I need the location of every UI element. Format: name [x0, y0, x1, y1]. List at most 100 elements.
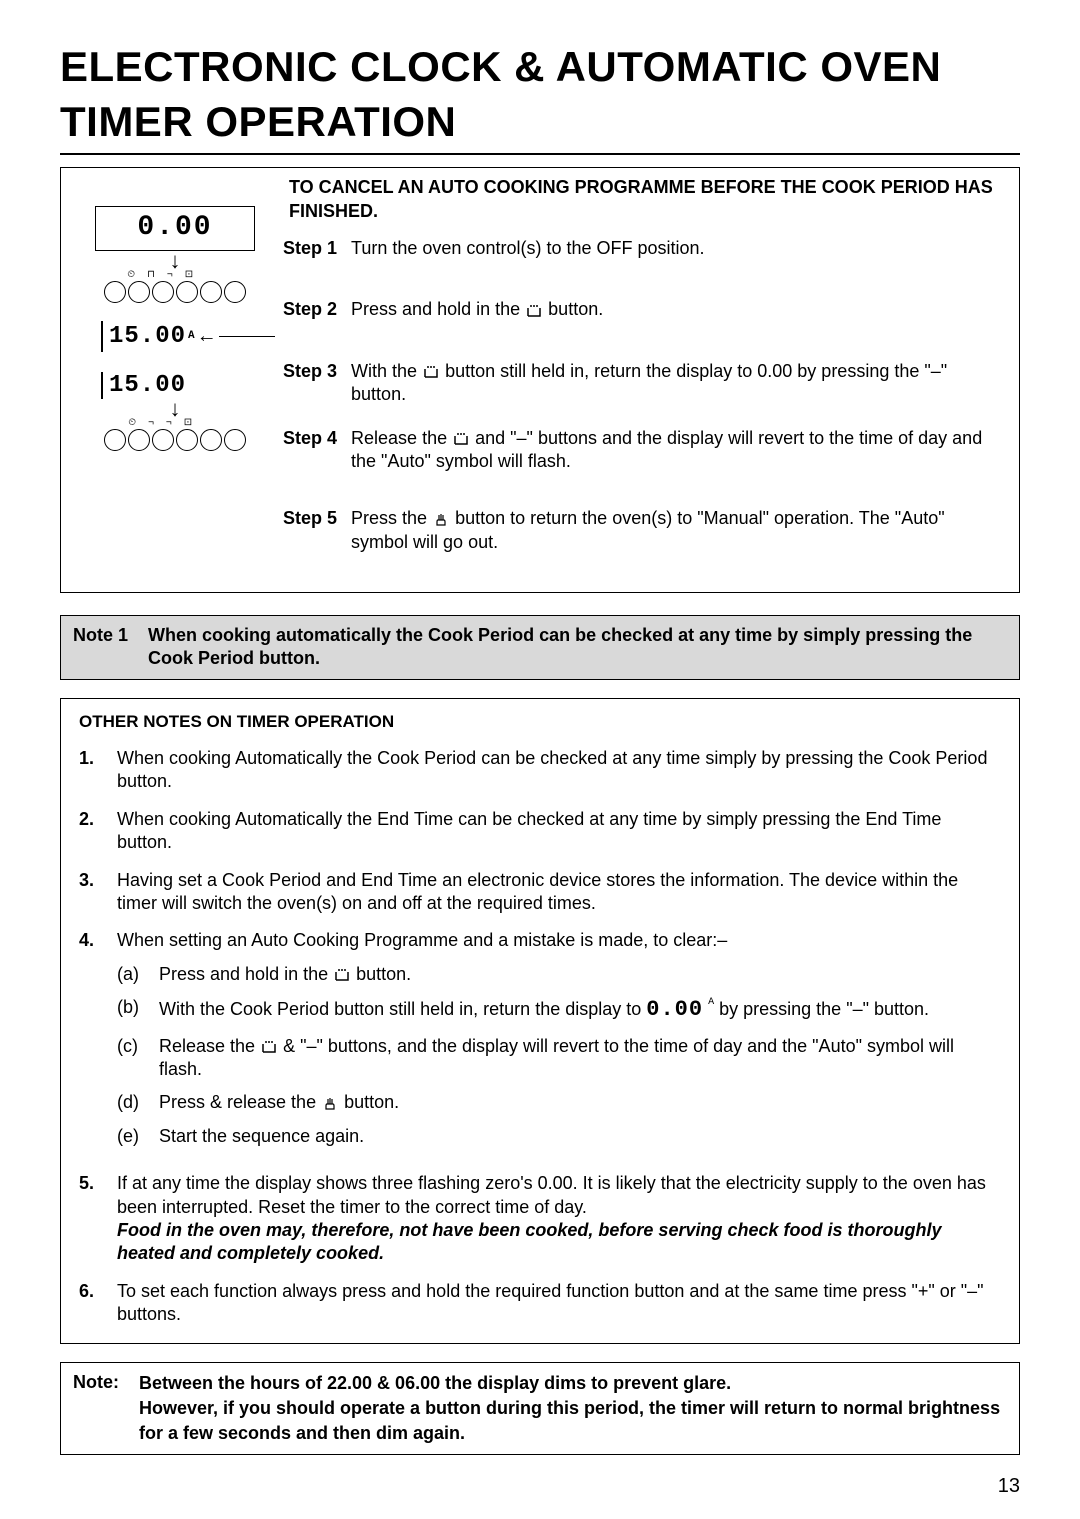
sub-item-b: (b) With the Cook Period button still he…: [117, 996, 1001, 1025]
step-text-before: Release the: [351, 428, 452, 448]
list-text: When setting an Auto Cooking Programme a…: [117, 930, 727, 950]
cook-period-icon: [422, 365, 440, 379]
list-text: To set each function always press and ho…: [117, 1280, 1001, 1327]
step-label: Step 3: [283, 360, 337, 407]
list-number: 2.: [79, 808, 99, 855]
sub-item-a: (a) Press and hold in the button.: [117, 963, 1001, 986]
page-number: 13: [60, 1473, 1020, 1499]
note-label: Note 1: [73, 624, 128, 671]
section-header: TO CANCEL AN AUTO COOKING PROGRAMME BEFO…: [289, 176, 1005, 223]
other-notes-panel: OTHER NOTES ON TIMER OPERATION 1. When c…: [60, 698, 1020, 1344]
step-text-before: With the: [351, 361, 422, 381]
cook-period-icon: [525, 304, 543, 318]
display-group-3: 15.00 ↓ ⏲¬¬⊡: [75, 370, 275, 451]
note-item-5: 5. If at any time the display shows thre…: [79, 1172, 1001, 1266]
arrow-left-icon: ←: [197, 323, 217, 349]
timer-button-icon: [104, 281, 126, 303]
end-time-button-icon: [152, 429, 174, 451]
display-digits-2: 15.00: [101, 321, 186, 352]
step-text-before: Press and hold in the: [351, 299, 525, 319]
step-label: Step 2: [283, 298, 337, 321]
cook-period-icon: [260, 1040, 278, 1054]
sub-item-e: (e) Start the sequence again.: [117, 1125, 1001, 1148]
arrow-down-icon: ↓: [75, 403, 275, 414]
step-5: Step 5 Press the button to return the ov…: [283, 507, 1005, 554]
arrow-down-icon: ↓: [75, 255, 275, 266]
sub-number: (e): [117, 1125, 145, 1148]
note-label: Note:: [73, 1371, 119, 1447]
note-item-4: 4. When setting an Auto Cooking Programm…: [79, 929, 1001, 1158]
page-title: ELECTRONIC CLOCK & AUTOMATIC OVEN TIMER …: [60, 40, 1020, 155]
sub-text: Start the sequence again.: [159, 1125, 364, 1148]
sub-number: (d): [117, 1091, 145, 1114]
list-text: When cooking Automatically the Cook Peri…: [117, 747, 1001, 794]
list-text: Having set a Cook Period and End Time an…: [117, 869, 1001, 916]
step-label: Step 4: [283, 427, 337, 474]
step-label: Step 1: [283, 237, 337, 260]
list-number: 4.: [79, 929, 99, 1158]
sub-text: Press and hold in the button.: [159, 963, 411, 986]
sub-number: (c): [117, 1035, 145, 1082]
list-number: 5.: [79, 1172, 99, 1266]
sub-item-d: (d) Press & release the button.: [117, 1091, 1001, 1114]
note-item-1: 1. When cooking Automatically the Cook P…: [79, 747, 1001, 794]
step-text-after: button still held in, return the display…: [351, 361, 947, 404]
steps-column: TO CANCEL AN AUTO COOKING PROGRAMME BEFO…: [283, 176, 1005, 572]
other-notes-header: OTHER NOTES ON TIMER OPERATION: [79, 711, 1001, 733]
button-row-1: [75, 281, 275, 303]
step-text-before: Press the: [351, 508, 432, 528]
other-notes-list: 1. When cooking Automatically the Cook P…: [79, 747, 1001, 1327]
note-text: Between the hours of 22.00 & 06.00 the d…: [139, 1371, 1007, 1447]
manual-button-icon: [176, 281, 198, 303]
display-digits-1: 0.00: [137, 212, 212, 243]
list-text: When cooking Automatically the End Time …: [117, 808, 1001, 855]
step-text-after: button.: [548, 299, 603, 319]
note-text: When cooking automatically the Cook Peri…: [148, 624, 1007, 671]
step-text: Release the and "–" buttons and the disp…: [351, 427, 1005, 474]
cook-period-button-icon: [128, 429, 150, 451]
manual-icon: [321, 1097, 339, 1111]
note-item-3: 3. Having set a Cook Period and End Time…: [79, 869, 1001, 916]
display-digits-3: 15.00: [101, 372, 186, 399]
list-number: 1.: [79, 747, 99, 794]
end-time-button-icon: [152, 281, 174, 303]
note-item-2: 2. When cooking Automatically the End Ti…: [79, 808, 1001, 855]
step-3: Step 3 With the button still held in, re…: [283, 360, 1005, 407]
list-number: 6.: [79, 1280, 99, 1327]
list-text-italic: Food in the oven may, therefore, not hav…: [117, 1220, 941, 1263]
minus-button-icon: [200, 281, 222, 303]
note-1-box: Note 1 When cooking automatically the Co…: [60, 615, 1020, 680]
sub-item-c: (c) Release the & "–" buttons, and the d…: [117, 1035, 1001, 1082]
manual-button-icon: [176, 429, 198, 451]
sub-text: Press & release the button.: [159, 1091, 399, 1114]
step-2: Step 2 Press and hold in the button.: [283, 298, 1005, 321]
button-row-3: [75, 429, 275, 451]
step-text: Turn the oven control(s) to the OFF posi…: [351, 237, 1005, 260]
display-group-1: 0.00 ↓ ⏲⊓¬⊡: [75, 206, 275, 302]
auto-symbol: A: [188, 329, 195, 343]
display-box-1: 0.00: [95, 206, 255, 250]
step-1: Step 1 Turn the oven control(s) to the O…: [283, 237, 1005, 260]
cook-period-button-icon: [128, 281, 150, 303]
sub-text: Release the & "–" buttons, and the displ…: [159, 1035, 1001, 1082]
step-4: Step 4 Release the and "–" buttons and t…: [283, 427, 1005, 474]
list-number: 3.: [79, 869, 99, 916]
cook-period-icon: [452, 432, 470, 446]
manual-icon: [432, 513, 450, 527]
sub-number: (a): [117, 963, 145, 986]
minus-button-icon: [200, 429, 222, 451]
list-text: If at any time the display shows three f…: [117, 1173, 986, 1216]
plus-button-icon: [224, 281, 246, 303]
step-label: Step 5: [283, 507, 337, 554]
diagram-column: 0.00 ↓ ⏲⊓¬⊡ 15.00 A ←: [75, 176, 275, 572]
cook-period-icon: [333, 968, 351, 982]
sub-list: (a) Press and hold in the button. (b) Wi…: [117, 963, 1001, 1149]
sub-number: (b): [117, 996, 145, 1025]
display-group-2: 15.00 A ←: [75, 321, 275, 352]
step-text: Press the button to return the oven(s) t…: [351, 507, 1005, 554]
sub-text: With the Cook Period button still held i…: [159, 996, 929, 1025]
note-item-6: 6. To set each function always press and…: [79, 1280, 1001, 1327]
note-2-box: Note: Between the hours of 22.00 & 06.00…: [60, 1362, 1020, 1456]
step-text: With the button still held in, return th…: [351, 360, 1005, 407]
inline-display: 0.00: [646, 997, 703, 1022]
